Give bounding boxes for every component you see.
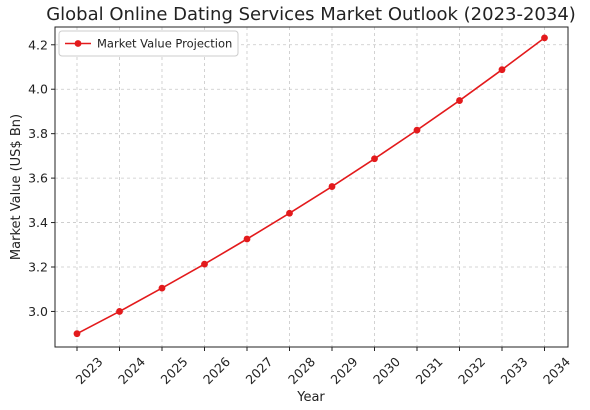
legend-marker [74,40,82,47]
y-axis-label: Market Value (US$ Bn) [9,114,24,260]
x-tick-label: 2029 [328,354,361,387]
series-layer [73,34,548,338]
data-point [328,183,336,190]
x-axis: 2023 2024 2025 2026 2027 2028 2029 2030 2031 2032… [73,347,573,387]
x-tick-label: 2028 [285,354,318,387]
x-tick-label: 2023 [73,354,106,387]
data-point [158,284,166,292]
data-point [116,308,123,315]
x-tick-label: 2032 [455,354,488,387]
y-tick-label: 3.6 [28,171,48,186]
x-tick-label: 2026 [200,354,233,387]
plot-frame [54,26,569,348]
x-tick-label: 2031 [413,354,446,387]
x-tick-label: 2027 [243,354,276,387]
y-tick-label: 3.2 [28,260,48,275]
x-tick-label: 2024 [115,354,148,387]
data-point [201,260,208,268]
y-tick-label: 3.4 [28,215,48,230]
x-tick-label: 2025 [158,354,191,387]
data-point [456,97,463,104]
y-tick-label: 4.0 [28,82,48,97]
y-tick-label: 4.2 [28,37,48,52]
data-point [243,235,251,243]
x-tick-label: 2034 [540,354,573,387]
x-tick-label: 2033 [498,354,531,387]
y-axis: 3.0 3.2 3.4 3.6 3.8 4.0 4.2 [28,37,55,319]
series-line [76,37,545,335]
x-axis-label: Year [296,390,325,405]
data-point [541,34,548,42]
x-tick-label: 2030 [370,354,403,387]
y-tick-label: 3.8 [28,126,48,141]
data-point [413,126,421,134]
legend: Market Value Projection [58,30,239,57]
legend-box [58,30,239,57]
y-tick-label: 3.0 [28,304,48,319]
data-point [73,330,81,338]
data-point [498,66,506,74]
chart-title: Global Online Dating Services Market Out… [46,4,576,25]
data-point [371,155,378,163]
grid [55,27,568,347]
data-point [286,209,293,217]
legend-label: Market Value Projection [97,37,232,51]
